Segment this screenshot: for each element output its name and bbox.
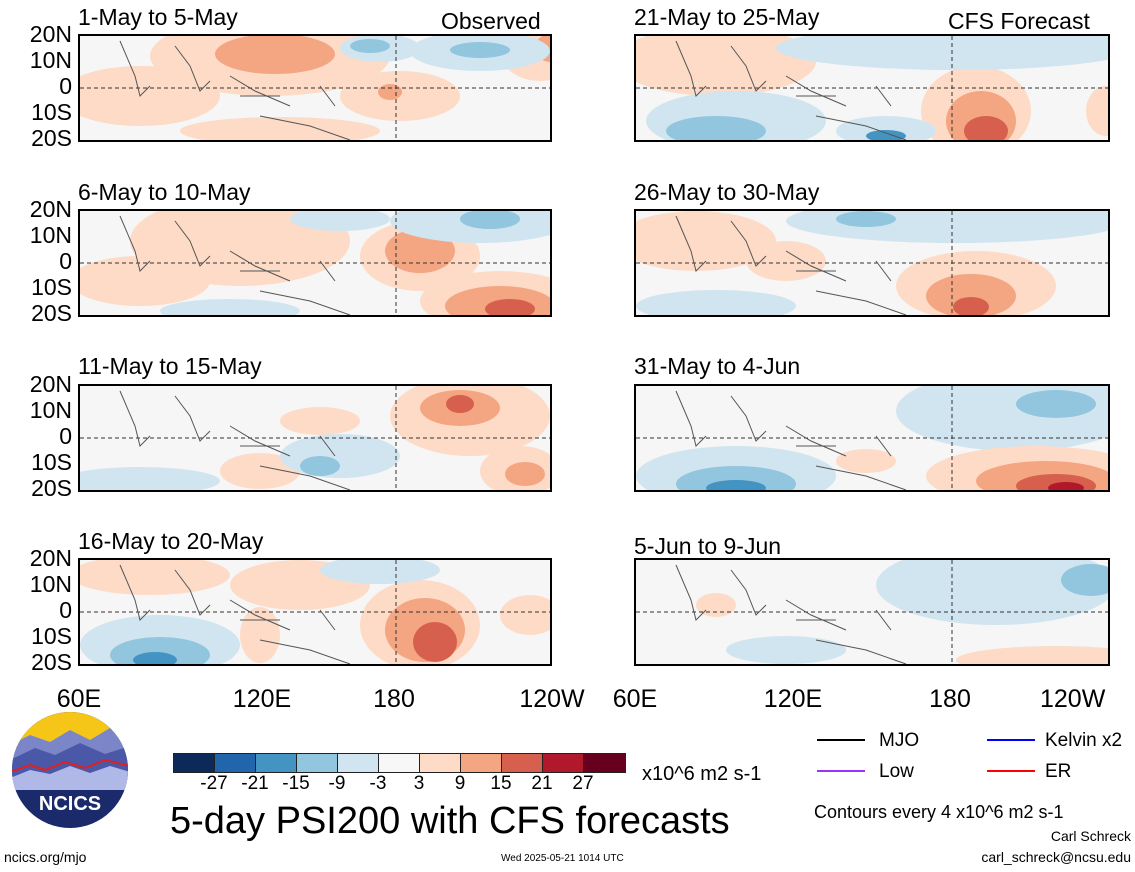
legend-line-mjo [817,739,865,741]
lat-label: 0 [59,423,72,449]
legend-line-low [817,770,865,772]
lat-label: 20S [31,475,72,501]
observed-label: Observed [441,8,541,34]
legend-label-low: Low [879,761,914,782]
colorbar-tick-label: -15 [282,773,310,794]
contours-note: Contours every 4 x10^6 m2 s-1 [814,802,1064,822]
lon-label: 120E [763,685,823,713]
colorbar-tick-label: 3 [413,773,425,794]
colorbar-swatch [461,754,502,772]
colorbar-tick-label: -9 [328,773,346,794]
lat-label: 20N [29,371,72,397]
panel-title: 5-Jun to 9-Jun [634,533,782,559]
lat-label: 20N [29,196,72,222]
legend-line-er [987,770,1035,772]
colorbar-swatch [379,754,420,772]
colorbar-swatch [584,754,625,772]
colorbar-swatch [543,754,584,772]
figure-title: 5-day PSI200 with CFS forecasts [170,800,730,842]
map-field [636,560,1108,664]
colorbar-tick-label: -27 [200,773,228,794]
map-field [636,36,1108,140]
lat-label: 10S [31,623,72,649]
colorbar-tick-label: 21 [531,773,553,794]
colorbar-swatch [338,754,379,772]
footer-author: Carl Schreck [1050,828,1131,844]
lat-label: 10N [29,47,72,73]
colorbar [173,753,626,773]
lat-label: 20N [29,21,72,47]
panel-title: 31-May to 4-Jun [634,353,801,379]
ncics-logo: NCICS [10,710,130,830]
legend-label-mjo: MJO [879,730,920,751]
lat-label: 20S [31,300,72,326]
footer-timestamp: Wed 2025-05-21 1014 UTC [501,853,624,864]
map-panel [634,558,1110,666]
lat-label: 20S [31,125,72,151]
map-panel [634,34,1110,142]
lat-label: 10N [29,222,72,248]
legend-line-kelvin [987,739,1035,741]
panel-title: 21-May to 25-May [634,4,820,30]
lon-label: 120E [232,685,292,713]
map-panel [78,384,552,492]
lat-label: 10S [31,449,72,475]
lat-label: 10S [31,274,72,300]
panel-title: 16-May to 20-May [78,528,264,554]
lon-label: 180 [929,685,971,713]
lat-label: 0 [59,73,72,99]
lon-label: 120W [519,685,585,713]
colorbar-swatch [256,754,297,772]
colorbar-swatch [502,754,543,772]
lon-label: 60E [56,685,102,713]
legend-label-er: ER [1045,761,1072,782]
colorbar-tick-label: -3 [369,773,387,794]
map-field [80,560,550,664]
colorbar-swatch [297,754,338,772]
map-field [636,211,1108,315]
lon-label: 120W [1040,685,1106,713]
panel-title: 11-May to 15-May [78,353,262,379]
lat-label: 10N [29,571,72,597]
colorbar-swatch [174,754,215,772]
footer-url[interactable]: ncics.org/mjo [4,849,87,865]
map-field [80,36,550,140]
colorbar-swatch [215,754,256,772]
ncics-logo-icon: NCICS [12,712,128,828]
legend-label-kelvin: Kelvin x2 [1045,730,1123,751]
panel-title: 6-May to 10-May [78,179,251,205]
colorbar-tick-label: -21 [241,773,269,794]
colorbar-swatch [420,754,461,772]
lat-label: 20S [31,649,72,675]
colorbar-tick-label: 27 [572,773,594,794]
colorbar-tick-label: 15 [490,773,512,794]
map-panel [78,209,552,317]
colorbar-tick-label: 9 [454,773,466,794]
forecast-label: CFS Forecast [948,8,1090,34]
panel-title: 26-May to 30-May [634,179,820,205]
lat-label: 10N [29,397,72,423]
map-panel [634,209,1110,317]
lat-label: 0 [59,248,72,274]
lon-label: 180 [373,685,415,713]
lat-label: 0 [59,597,72,623]
lon-label: 60E [612,685,658,713]
panel-title: 1-May to 5-May [78,4,238,30]
map-field [80,386,550,490]
map-panel [78,34,552,142]
map-field [80,211,550,315]
lat-label: 10S [31,99,72,125]
colorbar-units: x10^6 m2 s-1 [642,763,762,785]
map-panel [634,384,1110,492]
lat-label: 20N [29,545,72,571]
footer-email[interactable]: carl_schreck@ncsu.edu [981,849,1131,865]
map-field [636,386,1108,490]
map-panel [78,558,552,666]
logo-text: NCICS [39,793,101,815]
